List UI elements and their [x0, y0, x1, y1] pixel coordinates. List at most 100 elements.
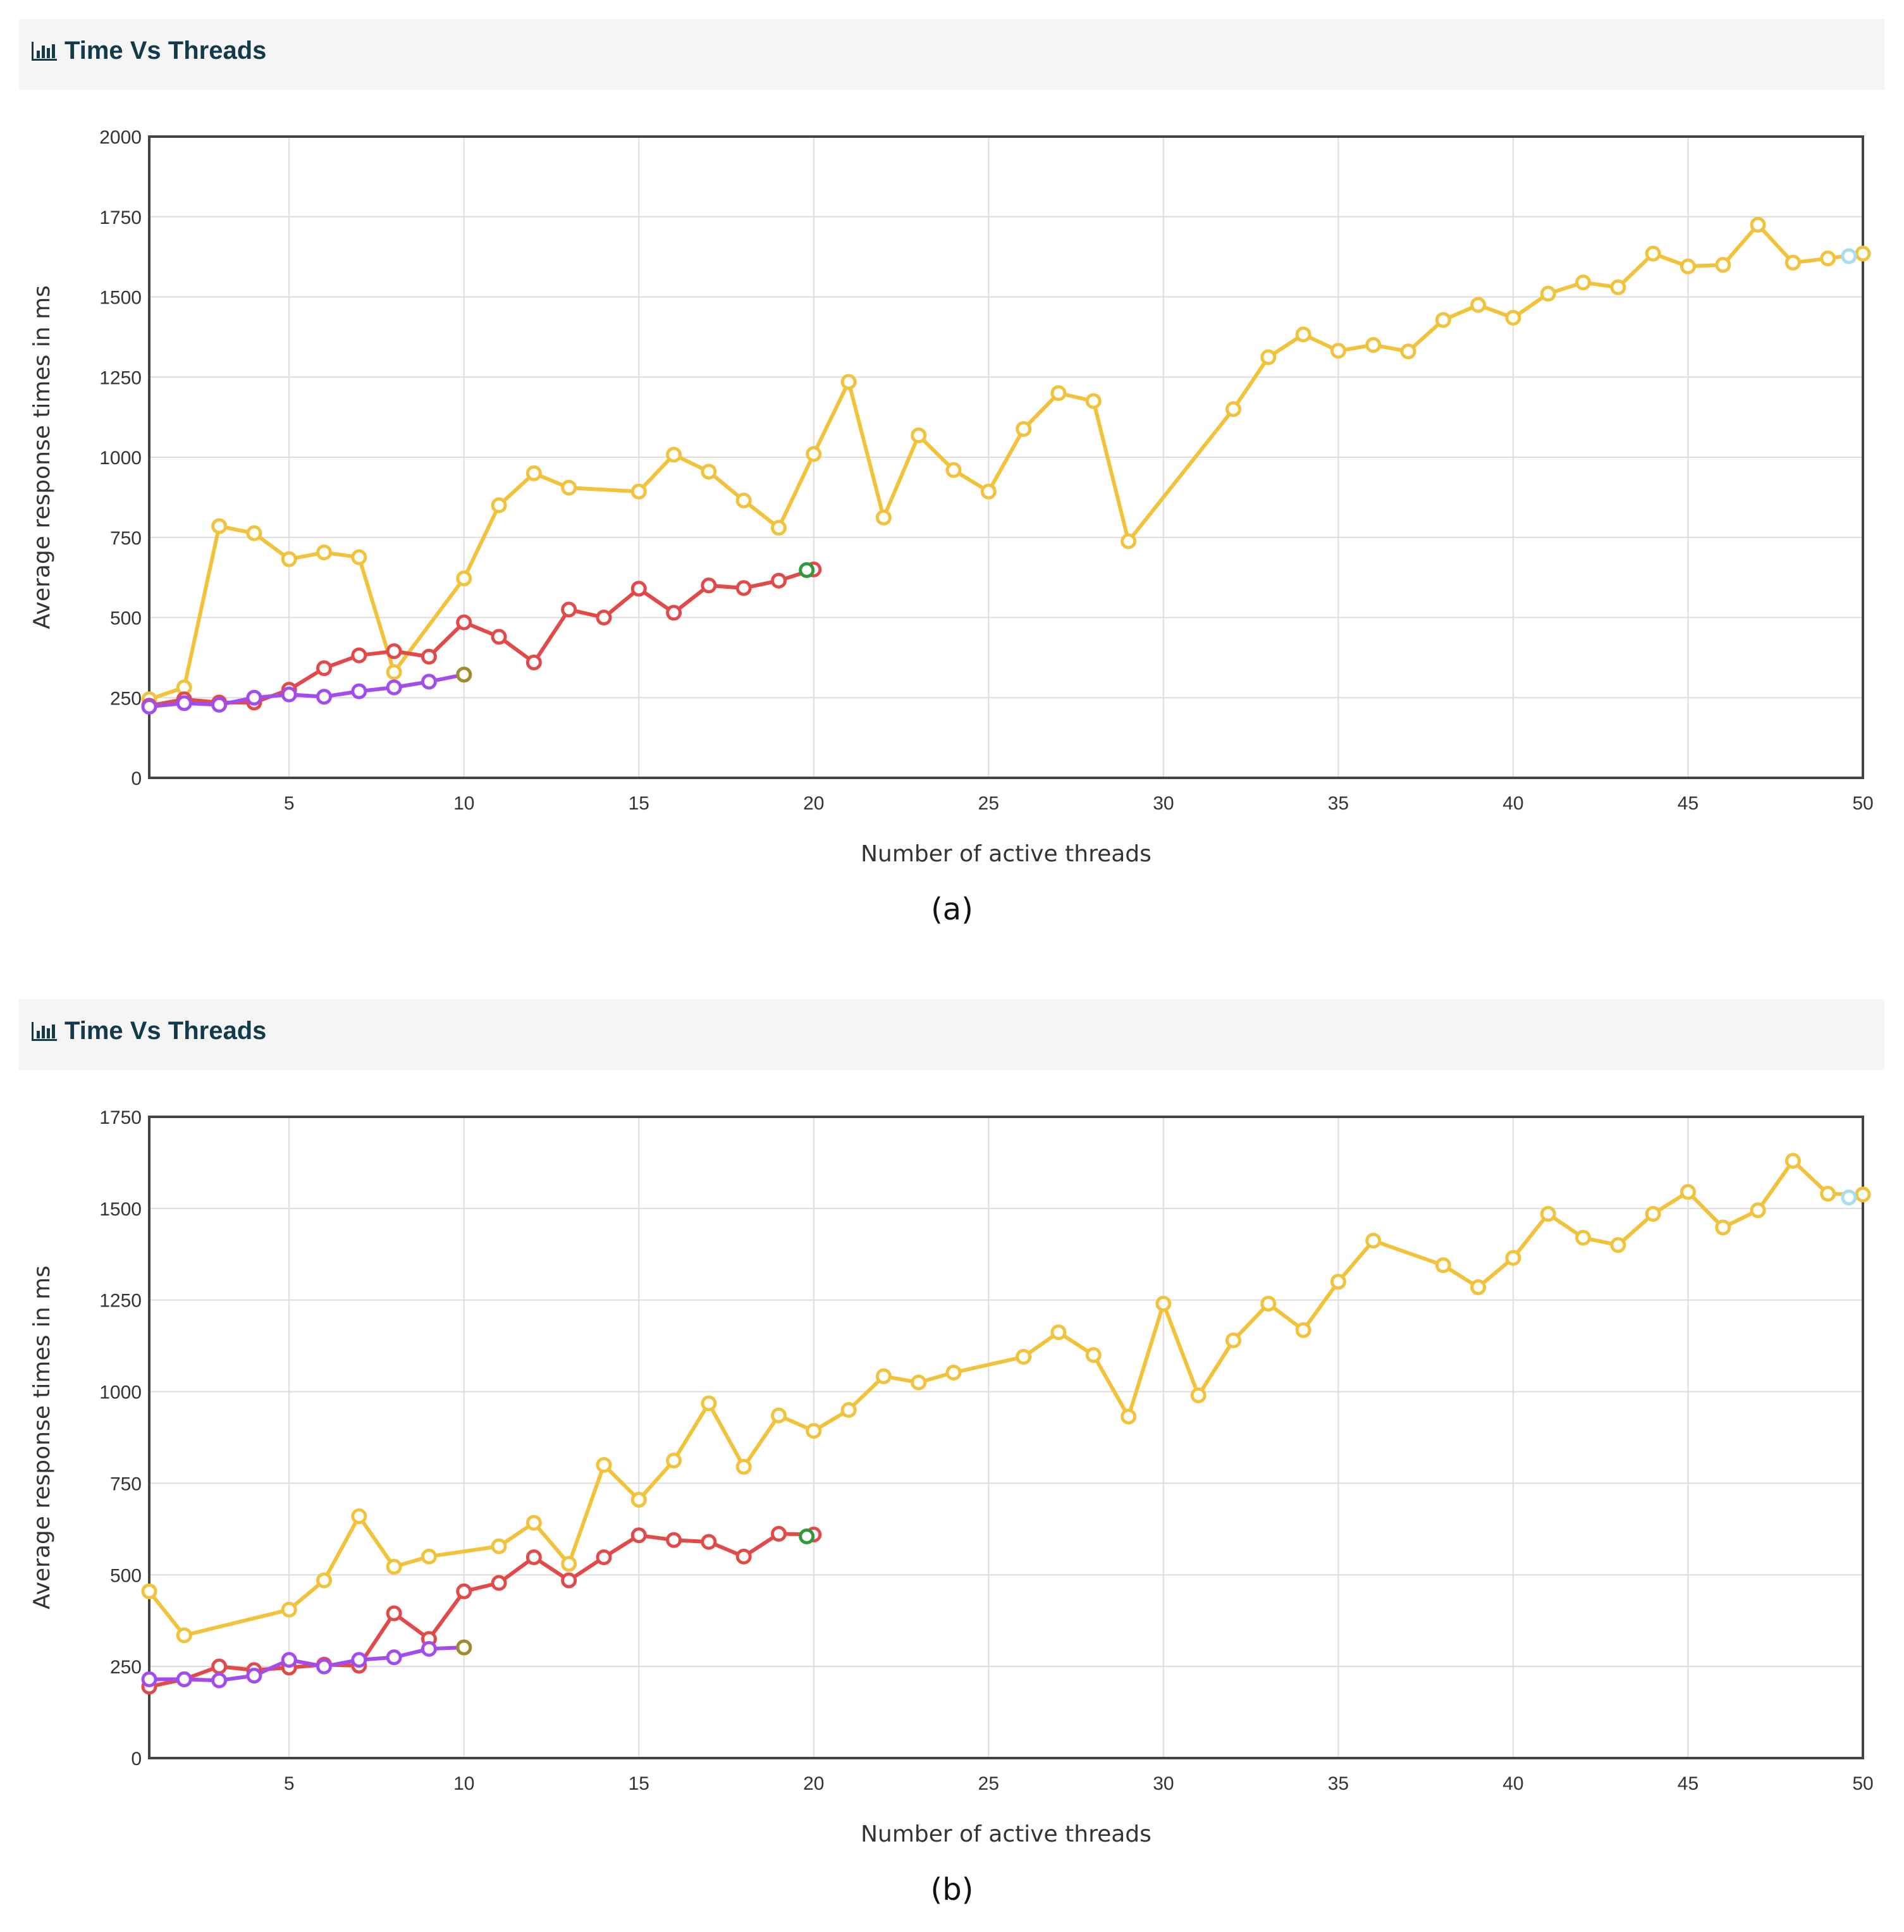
- data-point: [281, 551, 297, 567]
- data-point: [316, 545, 333, 561]
- data-point: [1680, 1184, 1696, 1200]
- data-point: [1121, 533, 1137, 550]
- plot-frame: [148, 1116, 1864, 1759]
- data-point: [246, 1668, 262, 1684]
- data-point: [525, 654, 542, 670]
- data-point: [1225, 401, 1241, 417]
- data-point: [561, 601, 577, 618]
- data-point: [806, 446, 822, 462]
- data-point: [525, 1515, 542, 1531]
- data-point: [1016, 421, 1032, 437]
- data-point: [945, 462, 962, 478]
- data-point: [1610, 1237, 1626, 1253]
- x-tick-label: 40: [1502, 1773, 1523, 1794]
- y-tick-label: 1250: [99, 367, 142, 388]
- data-point: [1505, 309, 1521, 326]
- data-point: [1750, 216, 1766, 233]
- y-tick-label: 750: [110, 1474, 142, 1494]
- data-point: [1505, 1250, 1521, 1266]
- data-point: [456, 1583, 472, 1599]
- data-point: [141, 1671, 157, 1687]
- data-point: [771, 1407, 787, 1424]
- y-tick-label: 1500: [99, 288, 142, 309]
- data-point: [701, 1534, 717, 1550]
- series-end-marker: [799, 1528, 815, 1544]
- y-axis-label: Average response times in ms: [29, 1265, 55, 1609]
- data-point: [386, 1605, 402, 1621]
- data-point: [1016, 1349, 1032, 1365]
- data-point: [421, 648, 437, 665]
- chart-a: 0 250 500 750 1000 1250 1500 1750 2000 5 10 15 20 25 3…: [29, 127, 1874, 867]
- series-line: [147, 1159, 1864, 1637]
- data-point: [561, 1572, 577, 1589]
- caption-b: (b): [930, 1872, 974, 1907]
- data-point: [1784, 254, 1801, 271]
- data-point: [316, 689, 333, 705]
- data-point: [630, 581, 647, 597]
- data-point: [351, 1508, 367, 1525]
- y-tick-label: 500: [110, 608, 142, 629]
- data-point: [386, 664, 402, 680]
- data-point: [701, 1395, 717, 1412]
- x-tick-label: 35: [1328, 1773, 1349, 1794]
- panel-a-header: Time Vs Threads: [19, 19, 1884, 90]
- data-point: [386, 679, 402, 696]
- data-point: [840, 1402, 857, 1418]
- x-tick-label: 5: [284, 1773, 295, 1794]
- y-tick-label: 500: [110, 1565, 142, 1586]
- data-point: [351, 549, 367, 565]
- x-tick-label: 30: [1153, 793, 1174, 814]
- data-point: [1050, 1324, 1067, 1341]
- data-point: [281, 1652, 297, 1668]
- data-point: [666, 446, 682, 463]
- data-point: [141, 1583, 157, 1599]
- y-tick-label: 750: [110, 528, 142, 549]
- y-tick-label: 0: [131, 1749, 142, 1769]
- data-point: [806, 1423, 822, 1439]
- data-point: [980, 483, 997, 500]
- data-point: [596, 1456, 612, 1473]
- data-point: [1610, 279, 1626, 295]
- data-point: [666, 1453, 682, 1469]
- data-point: [666, 1532, 682, 1548]
- data-point: [491, 1538, 507, 1554]
- data-point: [701, 577, 717, 594]
- data-point: [1330, 343, 1346, 359]
- data-point: [386, 1559, 402, 1575]
- data-point: [1820, 250, 1836, 267]
- data-point: [211, 696, 228, 713]
- data-point: [911, 1374, 927, 1391]
- data-point: [491, 497, 507, 514]
- plot-frame: [148, 135, 1864, 779]
- y-tick-label: 1000: [99, 1382, 142, 1403]
- series-end-marker: [456, 1639, 472, 1656]
- x-tick-label: 30: [1153, 1773, 1174, 1794]
- series-end-marker: [799, 562, 815, 578]
- data-point: [735, 1548, 752, 1565]
- data-point: [735, 492, 752, 508]
- data-point: [176, 1627, 192, 1644]
- data-point: [1540, 285, 1556, 302]
- y-tick-label: 250: [110, 688, 142, 709]
- data-point: [1575, 1229, 1592, 1246]
- x-tick-label: 25: [978, 1773, 999, 1794]
- data-point: [945, 1364, 962, 1381]
- series-line: [149, 223, 1864, 701]
- bar-chart-icon: [32, 41, 57, 61]
- data-point: [176, 695, 192, 711]
- data-point: [1365, 337, 1382, 354]
- data-point: [316, 660, 333, 677]
- x-tick-label: 5: [284, 793, 295, 814]
- data-point: [1225, 1332, 1241, 1348]
- data-point: [421, 1548, 437, 1565]
- data-point: [1435, 1257, 1451, 1274]
- caption-a: (a): [931, 892, 973, 927]
- data-point: [771, 572, 787, 589]
- data-point: [1645, 1206, 1661, 1222]
- y-tick-label: 2000: [99, 127, 142, 148]
- y-axis-label: Average response times in ms: [29, 285, 55, 629]
- data-point: [316, 1572, 333, 1589]
- data-point: [1260, 349, 1277, 366]
- data-point: [1645, 245, 1661, 262]
- data-point: [1575, 274, 1592, 291]
